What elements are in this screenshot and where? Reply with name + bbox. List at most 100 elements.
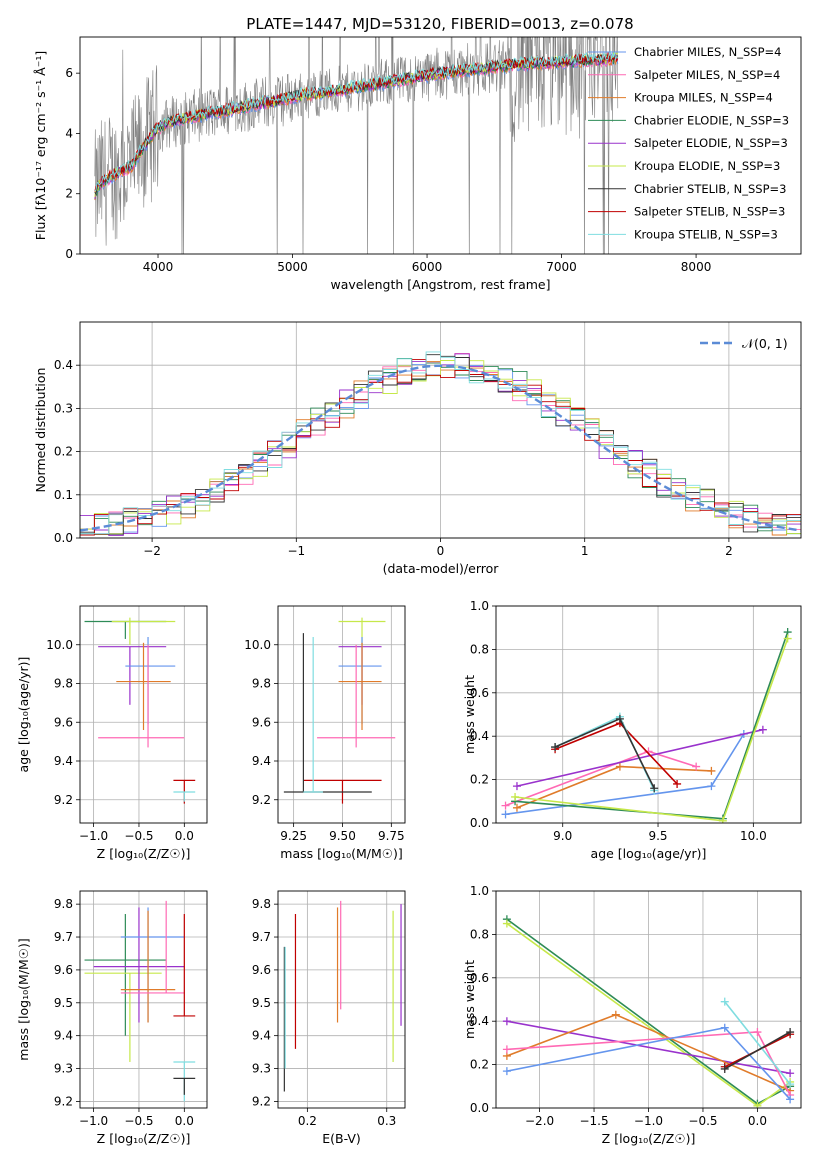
y-tick-label: 0.4 (470, 729, 489, 743)
plot-area (80, 351, 801, 537)
y-tick-label: 9.7 (252, 930, 271, 944)
normal-curve (80, 364, 801, 532)
x-axis-label: Z [log₁₀(Z/Z☉)] (97, 846, 191, 861)
weight-marker (512, 803, 521, 812)
panel-mass-vs-ebv: 0.2 0.3 9.2 9.3 9.4 9.5 9.6 9.7 9.8 E(B-V) (252, 890, 406, 1146)
weight-marker (720, 1023, 729, 1032)
weight-line (724, 1001, 791, 1085)
x-axis-label: (data-model)/error (383, 561, 500, 576)
plot-area (283, 900, 402, 1092)
y-tick-label: 9.8 (54, 677, 73, 691)
x-tick-label: 0.0 (748, 1114, 767, 1128)
plot-area (502, 915, 795, 1108)
y-axis-label: Flux [fλ10⁻¹⁷ erg cm⁻² s⁻¹ Å⁻¹] (33, 51, 48, 240)
y-tick-label: 9.5 (252, 996, 271, 1010)
y-axis-label: Normed distribution (33, 368, 48, 493)
x-tick-label: 9.0 (553, 829, 572, 843)
y-tick-label: 9.2 (252, 1094, 271, 1108)
y-tick-label: 9.2 (54, 1094, 73, 1108)
y-axis-label: mass [log₁₀(M/M☉)] (16, 938, 31, 1060)
x-tick-label: 0.3 (377, 1114, 396, 1128)
weight-marker (501, 810, 510, 819)
y-tick-label: 9.3 (54, 1062, 73, 1076)
y-tick-label: 1.0 (470, 599, 489, 613)
legend: Chabrier MILES, N_SSP=4 Salpeter MILES, N… (588, 45, 789, 241)
y-tick-label: 9.4 (252, 754, 271, 768)
model-spectrum (94, 55, 619, 198)
y-tick-label: 9.6 (54, 715, 73, 729)
y-tick-label: 0.3 (54, 401, 73, 415)
y-tick-label: 9.5 (54, 996, 73, 1010)
legend-entry: Kroupa ELODIE, N_SSP=3 (634, 159, 780, 173)
plot-area (84, 900, 196, 1102)
weight-marker (615, 762, 624, 771)
y-tick-label: 9.3 (252, 1062, 271, 1076)
legend-entry: Chabrier STELIB, N_SSP=3 (634, 182, 786, 196)
axes-frame (79, 890, 208, 1109)
y-tick-label: 9.6 (252, 963, 271, 977)
x-tick-label: 9.50 (329, 829, 356, 843)
weight-marker (502, 1067, 511, 1076)
weight-marker (502, 1017, 511, 1026)
histogram-step (80, 359, 801, 536)
weight-marker (718, 816, 727, 823)
x-tick-label: 4000 (143, 260, 174, 274)
x-tick-label: 5000 (277, 260, 308, 274)
weight-marker (786, 1080, 795, 1089)
weight-marker (786, 1028, 795, 1037)
weight-line (506, 1020, 791, 1075)
model-spectrum (94, 54, 619, 201)
x-tick-label: −0.5 (124, 829, 153, 843)
x-tick-label: 9.25 (280, 829, 307, 843)
model-spectrum (94, 50, 619, 192)
model-spectrum (94, 56, 619, 200)
weight-marker (501, 801, 510, 810)
plot-area (501, 628, 792, 823)
x-tick-label: 0 (437, 544, 445, 558)
y-tick-label: 9.2 (252, 793, 271, 807)
x-axis-label: Z [log₁₀(Z/Z☉)] (602, 1131, 696, 1146)
weight-marker (707, 766, 716, 775)
legend: 𝒩(0, 1) (700, 336, 788, 351)
y-tick-label: 0.0 (470, 816, 489, 830)
y-tick-label: 0.2 (470, 773, 489, 787)
model-spectrum (94, 53, 619, 196)
weight-marker (650, 784, 659, 793)
y-tick-label: 2 (65, 187, 73, 201)
y-tick-label: 0.8 (470, 642, 489, 656)
x-tick-label: 0.2 (298, 1114, 317, 1128)
x-tick-label: −0.5 (688, 1114, 717, 1128)
axes-frame (495, 605, 802, 824)
observed-spectrum (94, 37, 619, 254)
y-tick-label: 0.6 (470, 971, 489, 985)
weight-line (516, 765, 712, 809)
weight-marker (512, 782, 521, 791)
y-tick-label: 0.2 (54, 445, 73, 459)
weight-marker (673, 779, 682, 788)
weight-marker (707, 782, 716, 791)
panel-age-vs-mass: 9.25 9.50 9.75 9.2 9.4 9.6 9.8 10.0 mass [log₁₀(… (244, 605, 406, 861)
weight-line (515, 638, 789, 822)
plot-area (94, 37, 619, 254)
plot-area (283, 617, 396, 804)
y-tick-label: 6 (65, 66, 73, 80)
x-tick-label: −1.0 (79, 829, 108, 843)
weight-marker (753, 1101, 762, 1108)
x-tick-label: −2.0 (525, 1114, 554, 1128)
weight-marker (692, 762, 701, 771)
y-tick-label: 0.0 (470, 1101, 489, 1115)
x-axis-label: age [log₁₀(age/yr)] (591, 846, 707, 861)
figure-title: PLATE=1447, MJD=53120, FIBERID=0013, z=0… (246, 15, 633, 33)
legend-entry: Salpeter MILES, N_SSP=4 (634, 68, 780, 82)
panel-age-vs-Z: −1.0 −0.5 0.0 9.2 9.4 9.6 9.8 10.0 Z [log₁₀(Z/Z☉… (16, 605, 208, 861)
y-tick-label: 9.4 (252, 1029, 271, 1043)
x-tick-label: −2 (143, 544, 161, 558)
y-tick-label: 0 (65, 247, 73, 261)
x-tick-label: 9.5 (648, 829, 667, 843)
x-tick-label: 0.0 (175, 1114, 194, 1128)
x-tick-label: −1 (287, 544, 305, 558)
y-tick-label: 9.7 (54, 930, 73, 944)
y-tick-label: 0.6 (470, 686, 489, 700)
x-tick-label: −1.5 (579, 1114, 608, 1128)
